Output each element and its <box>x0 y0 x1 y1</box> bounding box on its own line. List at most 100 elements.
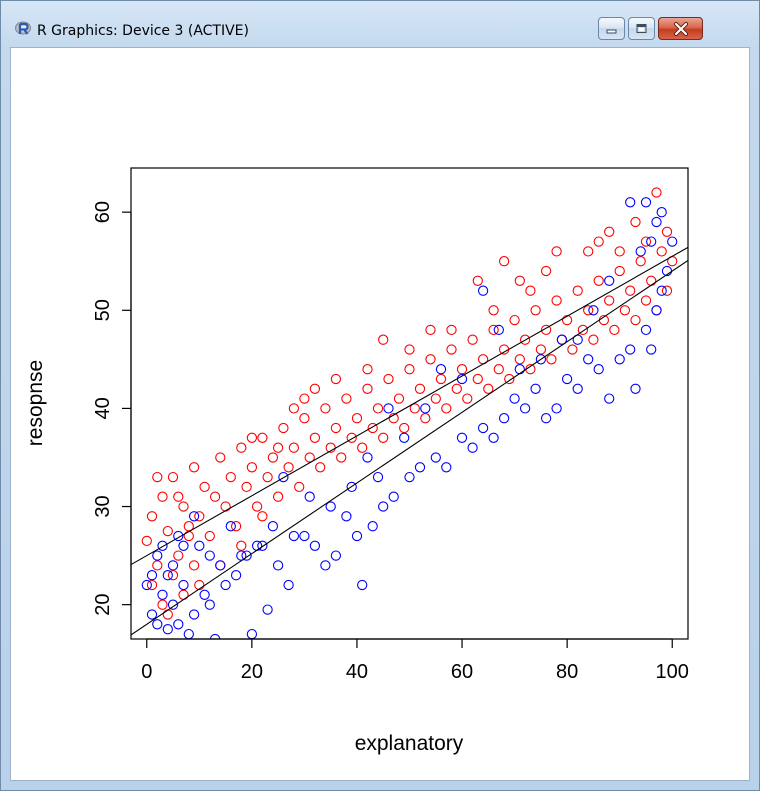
blue-data-point <box>467 442 478 453</box>
blue-data-point <box>209 633 221 639</box>
red-data-point <box>588 334 599 345</box>
y-tick-label: 40 <box>92 397 114 419</box>
blue-data-point <box>488 432 499 443</box>
blue-data-point <box>651 216 662 228</box>
red-data-point <box>640 295 652 306</box>
red-data-point <box>204 530 215 542</box>
blue-data-point <box>667 236 678 247</box>
blue-data-point <box>220 579 231 591</box>
blue-data-point <box>309 540 321 551</box>
red-data-point <box>146 511 158 522</box>
red-data-point <box>546 354 557 365</box>
red-data-point <box>399 422 410 434</box>
red-data-point <box>262 471 273 483</box>
blue-data-point <box>493 324 504 336</box>
y-tick-label: 20 <box>92 594 114 616</box>
red-data-point <box>609 324 620 336</box>
red-data-point <box>309 432 321 443</box>
red-data-point <box>593 236 604 247</box>
red-data-point <box>625 285 636 296</box>
red-data-point <box>162 525 173 537</box>
blue-data-point <box>614 354 625 365</box>
blue-data-point <box>372 471 384 483</box>
red-data-point <box>604 226 615 237</box>
blue-data-point <box>388 491 399 502</box>
blue-data-point <box>625 344 636 355</box>
blue-data-point <box>194 540 205 551</box>
red-data-point <box>299 393 310 404</box>
graphics-device-canvas: 0 20 40 60 80 100 20 30 40 50 60 explanatory resop… <box>10 47 750 781</box>
blue-data-point <box>341 511 352 522</box>
red-data-point <box>451 383 462 394</box>
red-data-point <box>635 256 646 267</box>
red-data-point <box>583 305 594 316</box>
blue-data-point <box>146 570 158 581</box>
red-data-point <box>567 344 578 355</box>
blue-data-point <box>551 403 562 414</box>
blue-data-point <box>152 619 163 630</box>
red-data-point <box>236 540 247 551</box>
blue-data-point <box>646 344 657 355</box>
red-data-point <box>551 295 562 306</box>
blue-data-point <box>199 589 210 600</box>
red-data-point <box>272 442 284 453</box>
red-data-point <box>336 452 347 463</box>
red-data-point <box>288 442 300 453</box>
red-data-point <box>367 422 378 434</box>
blue-data-point <box>646 236 657 247</box>
red-data-point <box>194 511 205 522</box>
red-data-point <box>467 334 478 345</box>
blue-data-point <box>572 383 583 394</box>
blue-data-point <box>251 540 263 551</box>
blue-data-point <box>178 540 189 551</box>
maximize-button[interactable] <box>628 17 655 40</box>
blue-data-point <box>535 354 547 365</box>
blue-data-point <box>241 550 252 561</box>
red-data-point <box>651 187 662 198</box>
close-button[interactable] <box>658 17 703 40</box>
red-data-point <box>209 491 221 502</box>
red-data-point <box>309 383 321 394</box>
red-data-point <box>530 305 541 316</box>
blue-data-point <box>173 619 184 630</box>
red-data-point <box>157 491 168 502</box>
blue-data-point <box>357 579 368 591</box>
red-data-point <box>278 422 289 434</box>
y-tick-label: 50 <box>92 299 114 321</box>
red-data-point <box>236 442 247 453</box>
red-data-point <box>414 383 426 394</box>
red-data-point <box>241 481 252 493</box>
blue-data-point <box>656 207 667 218</box>
red-data-point <box>577 324 589 336</box>
red-data-point <box>141 535 152 547</box>
blue-data-point <box>435 364 447 375</box>
red-data-point <box>251 501 263 512</box>
red-data-point <box>225 471 236 483</box>
red-data-point <box>188 560 200 571</box>
blue-data-point <box>498 413 510 424</box>
red-data-point <box>561 314 573 326</box>
red-data-point <box>215 452 226 463</box>
minimize-button[interactable] <box>598 17 625 40</box>
red-data-point <box>341 393 352 404</box>
blue-data-point <box>593 364 604 375</box>
red-data-point <box>357 442 368 453</box>
blue-data-point <box>351 530 363 542</box>
red-data-point <box>488 324 499 336</box>
red-data-point <box>404 344 415 355</box>
blue-data-point <box>477 285 489 296</box>
red-data-point <box>425 324 436 336</box>
close-icon <box>673 21 688 36</box>
title-bar[interactable]: R Graphics: Device 3 (ACTIVE) <box>1 1 759 47</box>
red-data-point <box>183 530 194 542</box>
y-tick-label: 60 <box>92 201 114 223</box>
blue-data-point <box>320 560 331 571</box>
blue-data-point <box>604 275 615 286</box>
blue-data-point <box>230 570 242 581</box>
blue-data-point <box>346 481 357 493</box>
red-data-point <box>572 285 583 296</box>
red-data-point <box>551 246 562 257</box>
red-data-point <box>299 413 310 424</box>
blue-data-point <box>430 452 441 463</box>
